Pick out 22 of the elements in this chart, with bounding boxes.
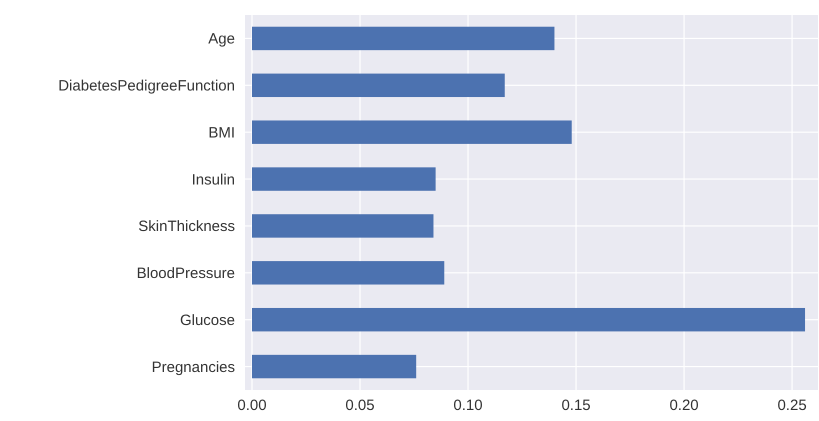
bar	[252, 308, 806, 332]
y-tick-label: Pregnancies	[152, 358, 235, 376]
bar	[252, 214, 434, 238]
x-tick-label: 0.25	[777, 397, 807, 414]
x-tick-label: 0.15	[561, 397, 591, 414]
bar	[252, 26, 554, 50]
y-tick-label: DiabetesPedigreeFunction	[58, 78, 235, 95]
x-tick-label: 0.20	[669, 397, 699, 414]
y-tick-label: Age	[208, 30, 235, 48]
bar	[252, 120, 572, 144]
y-tick-label: BMI	[208, 124, 235, 142]
y-tick-label: SkinThickness	[138, 218, 235, 236]
x-tick-label: 0.00	[237, 397, 267, 414]
bar	[252, 167, 436, 191]
x-tick-label: 0.10	[453, 397, 483, 414]
bar	[252, 74, 505, 98]
x-tick-label: 0.05	[345, 397, 375, 414]
y-tick-label: Glucose	[180, 312, 235, 329]
bar	[252, 261, 444, 285]
y-tick-label: BloodPressure	[136, 265, 235, 282]
y-tick-label: Insulin	[192, 171, 235, 188]
bar	[252, 354, 416, 378]
